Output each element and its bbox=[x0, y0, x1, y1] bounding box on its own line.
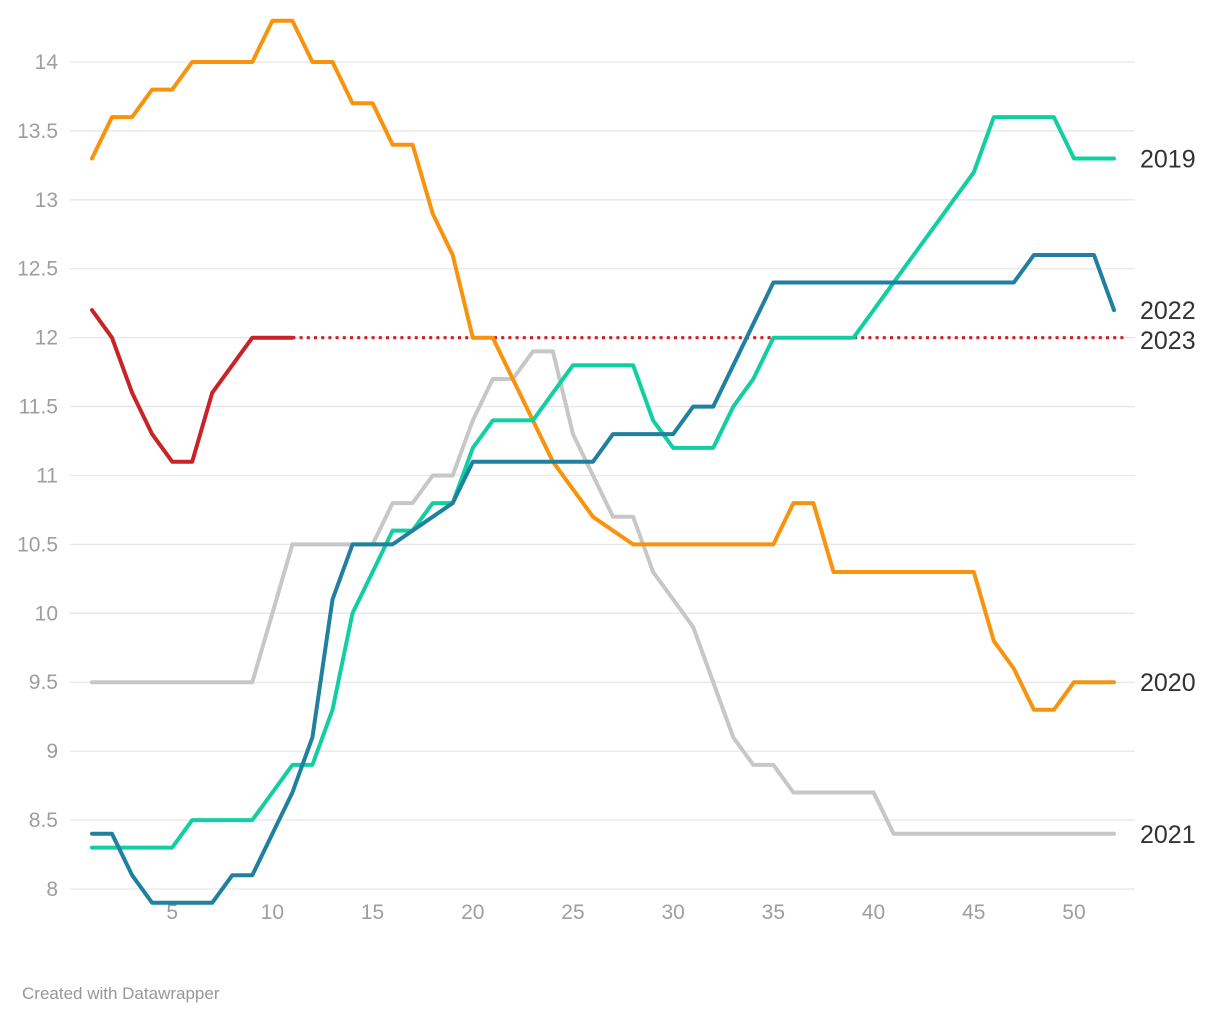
series-line-2021 bbox=[90, 349, 1116, 836]
x-tick-label-45: 45 bbox=[962, 901, 985, 924]
y-tick-label-11: 11 bbox=[36, 464, 58, 487]
x-tick-label-10: 10 bbox=[261, 901, 284, 924]
series-line-2020 bbox=[90, 18, 1116, 712]
x-axis-tick-labels: 5 10 15 20 25 30 35 40 45 50 bbox=[166, 901, 1085, 924]
y-tick-label-13: 13 bbox=[35, 189, 58, 212]
y-tick-label-8.5: 8.5 bbox=[29, 809, 58, 832]
line-chart: 8 8.5 9 9.5 10 10.5 11 11.5 12 12.5 13 13.5 14 5 10 15… bbox=[17, 18, 1196, 924]
series-end-label-2022: 2022 bbox=[1140, 297, 1196, 325]
x-tick-label-25: 25 bbox=[561, 901, 584, 924]
series-line-2022 bbox=[90, 253, 1116, 905]
datawrapper-credit: Created with Datawrapper bbox=[22, 984, 220, 1003]
y-tick-label-14: 14 bbox=[35, 51, 59, 74]
x-tick-label-40: 40 bbox=[862, 901, 885, 924]
y-tick-label-9: 9 bbox=[46, 740, 58, 763]
x-tick-label-30: 30 bbox=[661, 901, 684, 924]
gridlines bbox=[70, 61, 1135, 890]
y-tick-label-12.5: 12.5 bbox=[17, 258, 58, 281]
y-tick-label-13.5: 13.5 bbox=[17, 120, 58, 143]
x-tick-label-35: 35 bbox=[762, 901, 785, 924]
y-tick-label-8: 8 bbox=[46, 878, 58, 901]
y-axis-tick-labels: 8 8.5 9 9.5 10 10.5 11 11.5 12 12.5 13 13.5 14 bbox=[17, 51, 58, 901]
series-end-label-2023: 2023 bbox=[1140, 327, 1196, 355]
x-tick-label-20: 20 bbox=[461, 901, 484, 924]
series-end-label-2020: 2020 bbox=[1140, 669, 1196, 697]
y-tick-label-11.5: 11.5 bbox=[19, 396, 58, 419]
series-lines bbox=[90, 18, 1124, 905]
x-tick-label-15: 15 bbox=[361, 901, 384, 924]
x-tick-label-5: 5 bbox=[166, 901, 178, 924]
series-end-label-2021: 2021 bbox=[1140, 821, 1196, 849]
y-tick-label-10: 10 bbox=[35, 602, 58, 625]
series-line-2019 bbox=[90, 115, 1116, 850]
series-line-2023-solid bbox=[90, 308, 295, 464]
x-tick-label-50: 50 bbox=[1062, 901, 1085, 924]
y-tick-label-12: 12 bbox=[35, 327, 58, 350]
series-end-label-2019: 2019 bbox=[1140, 145, 1196, 173]
y-tick-label-9.5: 9.5 bbox=[29, 671, 58, 694]
y-tick-label-10.5: 10.5 bbox=[17, 533, 58, 556]
